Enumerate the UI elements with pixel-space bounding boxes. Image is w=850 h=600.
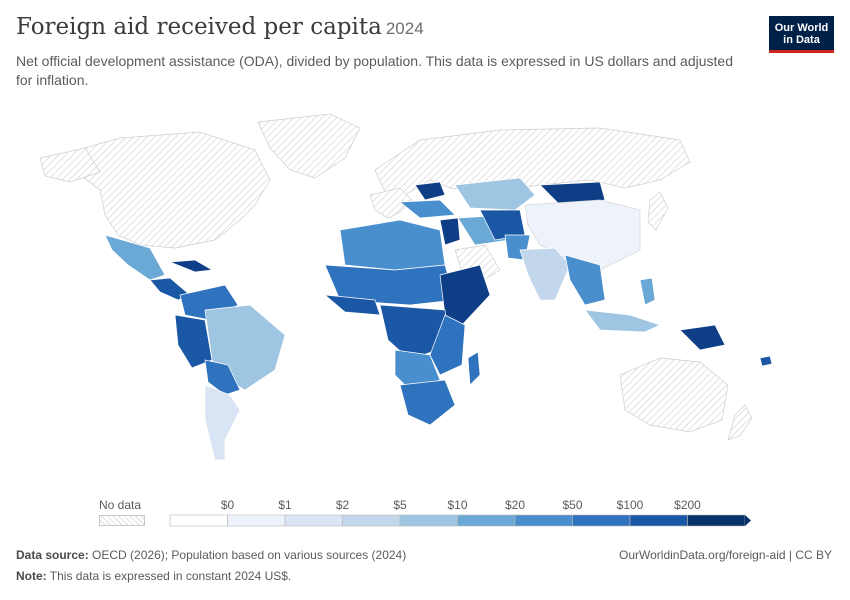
title-year: 2024: [385, 19, 424, 38]
note-label: Note:: [16, 569, 47, 583]
legend-bin-label: $200: [674, 498, 701, 512]
region-philippines[interactable]: [639, 277, 656, 306]
region-western-europe[interactable]: [369, 187, 413, 219]
legend-bin-swatch: [457, 514, 516, 527]
no-data-label: No data: [99, 498, 142, 512]
legend-bin-swatch: [687, 514, 746, 527]
region-new-zealand[interactable]: [727, 404, 753, 441]
region-alaska[interactable]: [39, 147, 101, 183]
region-caribbean[interactable]: [169, 259, 214, 273]
chart-subtitle: Net official development assistance (ODA…: [16, 53, 733, 88]
region-madagascar[interactable]: [467, 351, 481, 386]
region-horn-of-africa[interactable]: [439, 264, 491, 326]
chart-title: Foreign aid received per capita 2024: [16, 14, 424, 40]
legend-bin-swatch: [572, 514, 631, 527]
region-east-africa[interactable]: [429, 314, 466, 376]
legend-bin-swatch: [514, 514, 573, 527]
logo-line-2: in Data: [783, 34, 820, 46]
legend-bin-label: $100: [616, 498, 644, 512]
region-bolivia-paraguay[interactable]: [204, 359, 241, 396]
legend-bin-label: $50: [562, 498, 583, 512]
region-ukraine[interactable]: [414, 181, 446, 201]
region-peru-ecuador[interactable]: [174, 314, 213, 369]
region-chile-argentina[interactable]: [204, 384, 241, 461]
region-central-asia[interactable]: [454, 177, 536, 211]
legend-bin-label: $2: [335, 498, 350, 512]
region-indonesia[interactable]: [584, 309, 661, 333]
region-southeast-asia[interactable]: [564, 254, 606, 306]
region-pacific-islands[interactable]: [759, 355, 773, 367]
legend-bin-swatch: [342, 514, 401, 527]
legend-bin-label: $5: [393, 498, 407, 512]
region-central-africa[interactable]: [379, 304, 451, 361]
region-balkans-turkey[interactable]: [399, 199, 456, 219]
region-mongolia[interactable]: [539, 181, 606, 206]
no-data-swatch: [99, 515, 145, 526]
region-japan[interactable]: [647, 191, 669, 231]
region-papua-new-guinea[interactable]: [679, 324, 726, 351]
legend-color-bar[interactable]: [0, 494, 850, 534]
data-note: Note: This data is expressed in constant…: [16, 569, 291, 583]
legend-bin-label: $20: [504, 498, 526, 512]
legend-bin-swatch: [227, 514, 286, 527]
legend-bin-swatch: [399, 514, 458, 527]
legend: No data $0 $1 $2 $5 $10 $20 $50 $100 $200: [0, 494, 850, 534]
world-map[interactable]: [0, 100, 850, 490]
legend-bin-label: $1: [278, 498, 292, 512]
legend-bin-label: $10: [447, 498, 468, 512]
region-north-america[interactable]: [59, 131, 271, 249]
source-url[interactable]: OurWorldinData.org/foreign-aid | CC BY: [619, 548, 832, 562]
source-text[interactable]: OECD (2026); Population based on various…: [92, 548, 407, 562]
region-greenland[interactable]: [257, 113, 361, 179]
data-source: Data source: OECD (2026); Population bas…: [16, 548, 406, 562]
legend-bin-swatch: [169, 514, 228, 527]
region-north-africa[interactable]: [339, 219, 446, 271]
title-text: Foreign aid received per capita: [16, 14, 382, 40]
owid-logo[interactable]: Our World in Data: [769, 16, 834, 53]
legend-arrow: [745, 515, 751, 526]
logo-line-1: Our World: [774, 22, 829, 34]
region-west-africa[interactable]: [323, 294, 381, 316]
region-southern-africa[interactable]: [399, 379, 456, 426]
region-levant[interactable]: [439, 217, 461, 246]
legend-bin-label: $0: [220, 498, 235, 512]
source-label: Data source:: [16, 548, 89, 562]
note-text: This data is expressed in constant 2024 …: [49, 569, 292, 583]
region-india[interactable]: [519, 247, 571, 301]
region-australia[interactable]: [619, 357, 729, 433]
legend-bin-swatch: [284, 514, 343, 527]
legend-bin-swatch: [629, 514, 688, 527]
